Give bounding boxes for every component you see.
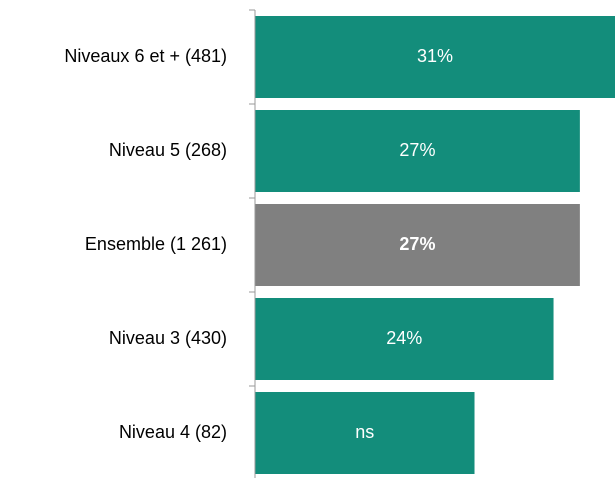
value-label: 31%	[417, 46, 453, 66]
category-label: Niveaux 6 et + (481)	[64, 46, 227, 66]
value-label: 24%	[386, 328, 422, 348]
category-label: Niveau 4 (82)	[119, 422, 227, 442]
bar	[255, 16, 615, 98]
bar	[255, 110, 580, 192]
value-label: 27%	[399, 234, 435, 254]
bar	[255, 204, 580, 286]
category-label: Ensemble (1 261)	[85, 234, 227, 254]
category-label: Niveau 3 (430)	[109, 328, 227, 348]
value-label: ns	[355, 422, 374, 442]
bar	[255, 392, 475, 474]
bar	[255, 298, 554, 380]
value-label: 27%	[399, 140, 435, 160]
category-label: Niveau 5 (268)	[109, 140, 227, 160]
